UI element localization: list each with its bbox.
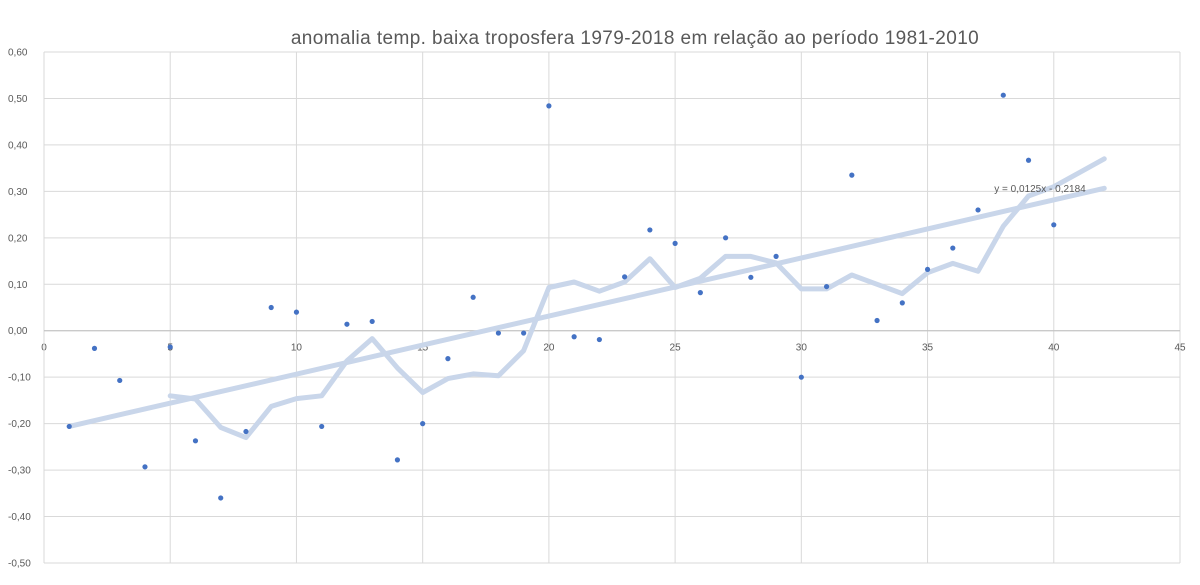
data-point — [218, 495, 224, 501]
x-tick-label: 30 — [796, 343, 808, 354]
data-point — [924, 266, 931, 273]
data-point — [445, 356, 451, 362]
y-tick-label: 0,50 — [8, 94, 28, 105]
data-point — [546, 103, 552, 109]
data-point — [495, 330, 501, 336]
data-point — [470, 294, 476, 300]
data-point — [1051, 222, 1057, 228]
data-point — [420, 421, 426, 427]
data-point — [268, 304, 274, 311]
y-tick-label: 0,00 — [8, 326, 28, 337]
data-point — [344, 321, 350, 327]
data-point — [66, 423, 72, 430]
data-point — [571, 334, 577, 340]
data-point — [142, 464, 148, 470]
y-tick-label: 0,10 — [8, 280, 28, 291]
y-tick-label: 0,30 — [8, 187, 28, 198]
axes: -0,50 -0,40 -0,30 -0,20 -0,10 0,00 0,10 0,20 0,3… — [8, 48, 1186, 570]
y-tick-label: 0,20 — [8, 233, 28, 244]
x-tick-label: 20 — [543, 343, 555, 354]
data-point — [167, 344, 173, 350]
y-tick-label: -0,20 — [8, 419, 31, 430]
data-point — [823, 283, 830, 290]
y-tick-label: 0,40 — [8, 140, 28, 151]
data-point — [117, 377, 123, 384]
data-point — [975, 207, 981, 213]
y-tick-label: -0,50 — [8, 559, 31, 570]
data-point — [243, 428, 249, 435]
data-point — [723, 235, 729, 241]
x-tick-label: 15 — [417, 343, 429, 354]
x-tick-label: 45 — [1174, 343, 1186, 354]
x-tick-label: 40 — [1048, 343, 1060, 354]
x-tick-label: 25 — [670, 343, 682, 354]
data-point — [874, 317, 880, 324]
data-point — [192, 438, 199, 444]
data-point — [899, 300, 905, 306]
data-point — [319, 423, 325, 430]
y-tick-label: 0,60 — [8, 48, 28, 59]
y-tick-label: -0,30 — [8, 466, 31, 477]
chart-title: anomalia temp. baixa troposfera 1979-201… — [291, 28, 979, 49]
moving-average-line — [167, 156, 1107, 441]
data-point — [950, 245, 956, 251]
data-point — [521, 330, 527, 336]
y-tick-label: -0,40 — [8, 512, 31, 523]
data-point — [748, 274, 754, 280]
data-point — [91, 345, 98, 351]
data-point — [697, 290, 703, 296]
grid — [44, 51, 1181, 564]
data-point — [394, 457, 401, 463]
trendline — [66, 185, 1107, 429]
series — [66, 92, 1107, 501]
data-point — [849, 172, 855, 178]
x-tick-label: 35 — [922, 343, 934, 354]
x-tick-label: 10 — [291, 343, 303, 354]
data-point — [1000, 92, 1006, 98]
data-point — [596, 336, 602, 343]
data-point — [672, 240, 678, 246]
data-point — [773, 253, 779, 259]
data-point — [647, 227, 653, 233]
data-point — [798, 374, 804, 380]
trendline-equation-label: y = 0,0125x - 0,2184 — [994, 184, 1086, 195]
data-point — [293, 309, 300, 315]
data-point — [1025, 157, 1032, 163]
data-point — [622, 274, 628, 280]
data-point — [369, 318, 375, 325]
y-tick-label: -0,10 — [8, 373, 31, 384]
